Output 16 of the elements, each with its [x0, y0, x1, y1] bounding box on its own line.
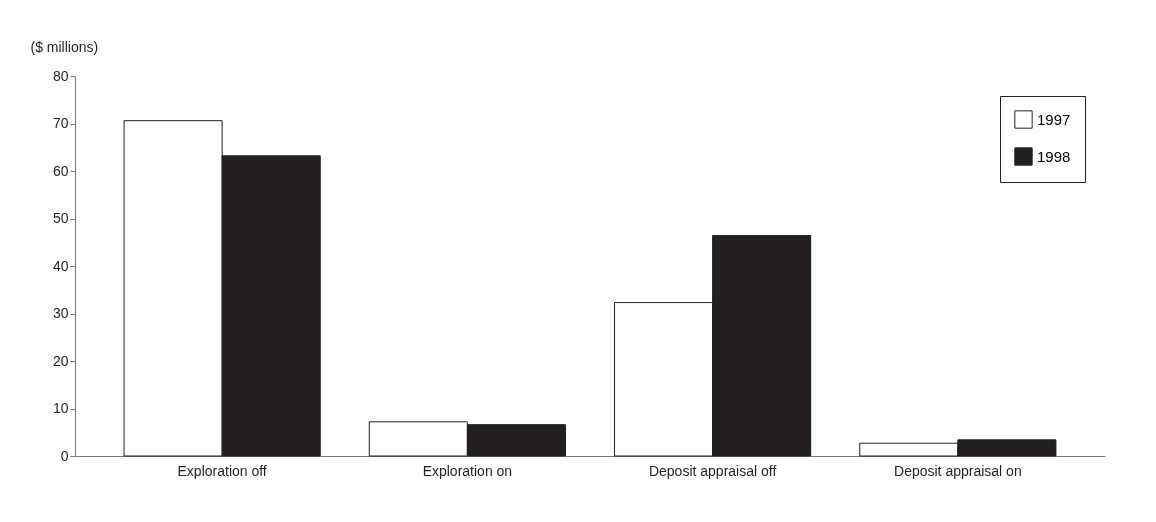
- x-tick-label: Exploration on: [422, 462, 513, 479]
- y-tick-label: 30: [52, 305, 69, 321]
- y-tick-label: 10: [52, 400, 69, 416]
- y-axis-title: ($ millions): [30, 38, 99, 55]
- y-tick-label: 70: [52, 115, 69, 131]
- legend-label: 1998: [1037, 147, 1071, 165]
- y-tick-label: 50: [52, 210, 69, 226]
- y-tick-label: 40: [52, 257, 69, 274]
- y-tick-label: 80: [52, 67, 69, 84]
- x-tick-label: Exploration off: [177, 462, 267, 479]
- x-tick-label: Deposit appraisal on: [894, 462, 1022, 479]
- x-tick-label: Deposit appraisal off: [648, 462, 777, 479]
- y-tick-label: 20: [52, 352, 69, 369]
- y-tick-label: 60: [52, 162, 69, 179]
- y-tick-label: 0: [60, 447, 69, 464]
- legend-label: 1997: [1037, 110, 1071, 128]
